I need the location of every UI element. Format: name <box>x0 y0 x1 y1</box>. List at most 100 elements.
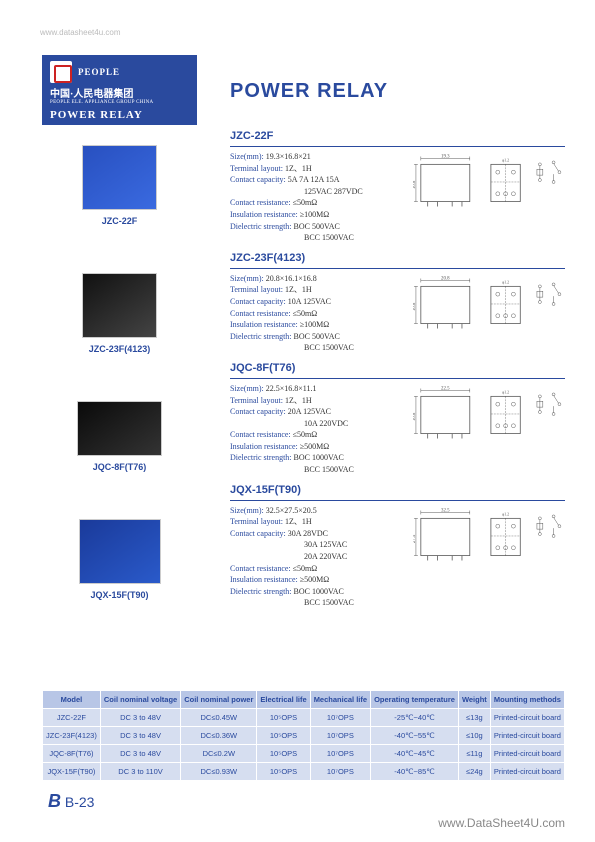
spec-label: Dielectric strength: <box>230 331 292 343</box>
table-row: JQC-8F(T76)DC 3 to 48VDC≤0.2W10⁵OPS10⁷OP… <box>43 745 565 763</box>
spec-value: ≥500MΩ <box>300 441 329 453</box>
spec-value: 10A 220VDC <box>232 418 348 430</box>
spec-row: Dielectric strength:BOC 500VAC <box>230 221 405 233</box>
spec-row: Insulation resistance:≥100MΩ <box>230 319 405 331</box>
spec-block-body: Size(mm):32.5×27.5×20.5Terminal layout:1… <box>230 505 565 609</box>
page-title: POWER RELAY <box>230 80 388 103</box>
spec-label: Size(mm): <box>230 273 264 285</box>
divider <box>230 500 565 501</box>
spec-row: BCC 1500VAC <box>230 232 405 244</box>
product-cell: JZC-22F <box>42 145 197 263</box>
table-cell: ≤11g <box>458 745 490 763</box>
spec-block: JQX-15F(T90) Size(mm):32.5×27.5×20.5Termi… <box>230 484 565 609</box>
spec-row: Dielectric strength:BOC 1000VAC <box>230 586 405 598</box>
page-num-value: B-23 <box>65 794 95 810</box>
spec-value: BOC 1000VAC <box>294 452 344 464</box>
spec-value: BOC 1000VAC <box>294 586 344 598</box>
spec-value: 20A 220VAC <box>232 551 347 563</box>
product-caption: JZC-23F(4123) <box>42 344 197 354</box>
spec-label: Contact capacity: <box>230 406 286 418</box>
dimension-drawing: 22.5 16.8 φ1.2 <box>413 383 563 443</box>
table-header-cell: Mounting methods <box>490 691 564 709</box>
spec-value: 30A 125VAC <box>232 539 347 551</box>
spec-label: Dielectric strength: <box>230 452 292 464</box>
spec-value: BCC 1500VAC <box>232 597 354 609</box>
spec-value: 1Z、1H <box>285 395 312 407</box>
table-cell: Printed-circuit board <box>490 727 564 745</box>
spec-label: Contact resistance: <box>230 429 291 441</box>
table-header-cell: Mechanical life <box>310 691 370 709</box>
spec-value: BOC 500VAC <box>294 331 340 343</box>
spec-row: Terminal layout:1Z、1H <box>230 395 405 407</box>
spec-value: BCC 1500VAC <box>232 464 354 476</box>
brand-cn: 中国·人民电器集团 <box>42 85 197 100</box>
spec-label: Insulation resistance: <box>230 441 298 453</box>
spec-value: ≥500MΩ <box>300 574 329 586</box>
spec-label: Insulation resistance: <box>230 319 298 331</box>
spec-value: ≥100MΩ <box>300 319 329 331</box>
spec-label: Contact resistance: <box>230 197 291 209</box>
table-header-cell: Weight <box>458 691 490 709</box>
spec-row: Contact resistance:≤50mΩ <box>230 308 405 320</box>
spec-label: Contact resistance: <box>230 308 291 320</box>
table-cell: 10⁷OPS <box>310 763 370 781</box>
svg-text:φ1.2: φ1.2 <box>502 512 509 516</box>
table-cell: ≤10g <box>458 727 490 745</box>
table-cell: DC 3 to 48V <box>100 745 180 763</box>
table-row: JQX-15F(T90)DC 3 to 110VDC≤0.93W10⁵OPS10… <box>43 763 565 781</box>
product-image <box>82 273 157 338</box>
spec-value: 20A 125VAC <box>288 406 331 418</box>
specs-table: ModelCoil nominal voltageCoil nominal po… <box>42 690 565 781</box>
spec-value: BCC 1500VAC <box>232 342 354 354</box>
spec-label: Dielectric strength: <box>230 221 292 233</box>
table-cell: DC 3 to 48V <box>100 709 180 727</box>
table-cell: DC 3 to 48V <box>100 727 180 745</box>
spec-row: Terminal layout:1Z、1H <box>230 284 405 296</box>
table-cell: ≤13g <box>458 709 490 727</box>
table-cell: DC≤0.93W <box>181 763 257 781</box>
table-row: JZC-23F(4123)DC 3 to 48VDC≤0.36W10⁵OPS10… <box>43 727 565 745</box>
spec-value: 10A 125VAC <box>288 296 331 308</box>
table-cell: 10⁵OPS <box>257 763 310 781</box>
spec-row: Dielectric strength:BOC 1000VAC <box>230 452 405 464</box>
table-cell: DC≤0.36W <box>181 727 257 745</box>
svg-text:φ1.2: φ1.2 <box>502 390 509 394</box>
product-cell: JQC-8F(T76) <box>42 401 197 509</box>
spec-label: Insulation resistance: <box>230 209 298 221</box>
spec-label: Contact capacity: <box>230 296 286 308</box>
spec-row: Size(mm):22.5×16.8×11.1 <box>230 383 405 395</box>
spec-row: Contact capacity:20A 125VAC <box>230 406 405 418</box>
spec-label: Dielectric strength: <box>230 586 292 598</box>
svg-text:φ1.2: φ1.2 <box>502 158 509 162</box>
table-cell: 10⁷OPS <box>310 727 370 745</box>
watermark-bottom: www.DataSheet4U.com <box>438 816 565 830</box>
brand-logo-icon <box>50 61 72 83</box>
spec-value: ≤50mΩ <box>293 563 318 575</box>
spec-row: Insulation resistance:≥500MΩ <box>230 441 405 453</box>
spec-row: Contact capacity:10A 125VAC <box>230 296 405 308</box>
spec-label: Size(mm): <box>230 151 264 163</box>
table-cell: DC≤0.45W <box>181 709 257 727</box>
product-cell: JZC-23F(4123) <box>42 273 197 391</box>
table-cell: Printed-circuit board <box>490 745 564 763</box>
spec-label: Terminal layout: <box>230 516 283 528</box>
table-cell: -40℃~85℃ <box>371 763 459 781</box>
page-number: B B-23 <box>48 791 94 812</box>
table-header-cell: Coil nominal voltage <box>100 691 180 709</box>
spec-value: 19.3×16.8×21 <box>266 151 311 163</box>
product-cell: JQX-15F(T90) <box>42 519 197 639</box>
spec-block-title: JQX-15F(T90) <box>230 484 565 496</box>
spec-value: 5A 7A 12A 15A <box>288 174 340 186</box>
spec-row: 125VAC 287VDC <box>230 186 405 198</box>
spec-row: Dielectric strength:BOC 500VAC <box>230 331 405 343</box>
spec-row: Contact capacity:5A 7A 12A 15A <box>230 174 405 186</box>
divider <box>230 146 565 147</box>
table-cell: JQX-15F(T90) <box>43 763 101 781</box>
spec-row: Size(mm):32.5×27.5×20.5 <box>230 505 405 517</box>
table-header-cell: Model <box>43 691 101 709</box>
product-image <box>82 145 157 210</box>
table-header-cell: Operating temperature <box>371 691 459 709</box>
svg-text:φ1.2: φ1.2 <box>502 280 509 284</box>
brand-name: PEOPLE <box>78 67 120 77</box>
spec-row: BCC 1500VAC <box>230 342 405 354</box>
